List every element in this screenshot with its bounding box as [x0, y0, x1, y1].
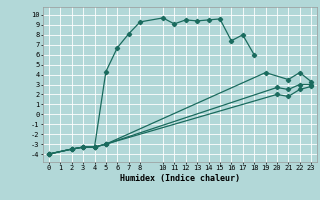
X-axis label: Humidex (Indice chaleur): Humidex (Indice chaleur) [120, 174, 240, 183]
